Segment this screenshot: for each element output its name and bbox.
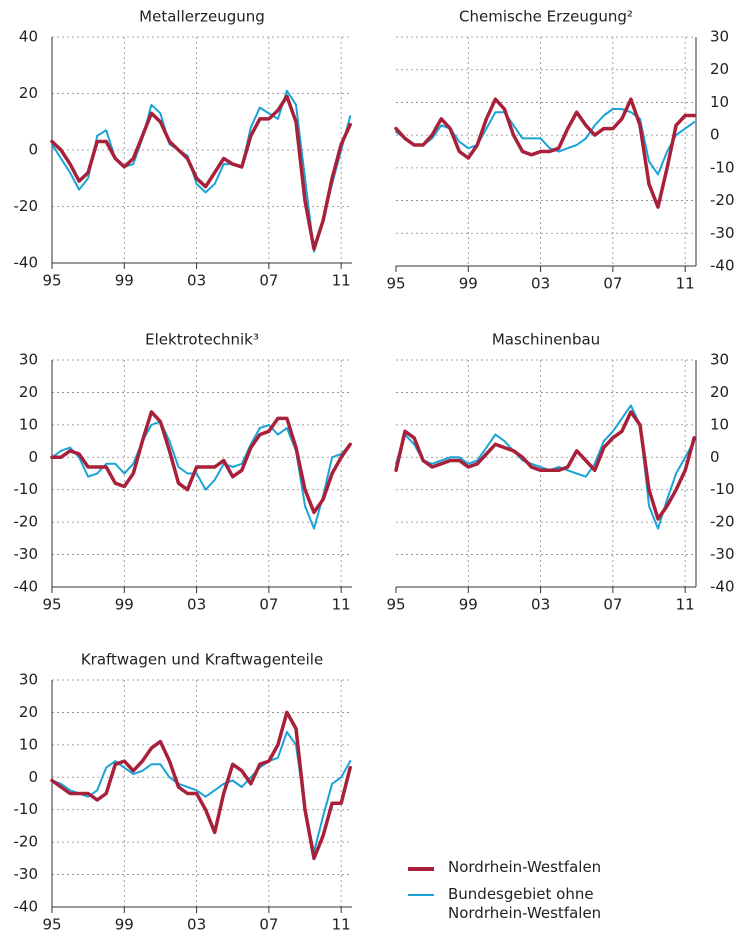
y-tick-label: -40 [14, 898, 39, 916]
chart-title: Maschinenbau [492, 331, 600, 349]
y-tick-label: -20 [14, 513, 39, 531]
x-tick-label: 03 [531, 596, 550, 614]
series-line [394, 97, 696, 209]
y-tick-label: 20 [710, 60, 729, 78]
x-tick-label: 11 [676, 596, 695, 614]
y-tick-label: 20 [19, 383, 38, 401]
y-tick-label: 0 [710, 126, 720, 144]
y-tick-label: -10 [710, 480, 735, 498]
x-tick-label: 95 [42, 596, 61, 614]
y-tick-label: 10 [710, 93, 729, 111]
y-tick-label: 0 [710, 448, 720, 466]
y-tick-label: 20 [19, 703, 38, 721]
y-tick-label: -40 [14, 578, 39, 596]
x-tick-label: 11 [676, 275, 695, 293]
series-line [50, 410, 352, 515]
legend-item: Nordrhein-Westfalen [408, 858, 708, 877]
x-tick-label: 03 [187, 916, 206, 934]
y-tick-label: -20 [710, 191, 735, 209]
series-line [394, 410, 696, 521]
legend-item: Bundesgebiet ohne Nordrhein-Westfalen [408, 885, 708, 923]
y-tick-label: 10 [19, 415, 38, 433]
y-tick-label: -30 [14, 865, 39, 883]
legend-label: Nordrhein-Westfalen [448, 858, 602, 876]
series-line [51, 730, 352, 853]
y-tick-label: -20 [14, 833, 39, 851]
series-line [50, 94, 352, 251]
series-line [395, 404, 696, 530]
y-tick-label: -10 [14, 480, 39, 498]
y-tick-label: 40 [19, 28, 38, 46]
y-tick-label: 30 [710, 351, 729, 369]
x-tick-label: 95 [42, 916, 61, 934]
x-tick-label: 11 [332, 596, 351, 614]
y-tick-label: 0 [28, 141, 38, 159]
series-line [51, 89, 352, 253]
y-tick-label: -40 [710, 578, 735, 596]
legend-swatch [408, 867, 434, 871]
x-tick-label: 03 [187, 596, 206, 614]
x-tick-label: 03 [187, 272, 206, 290]
chart-title: Chemische Erzeugung² [459, 8, 633, 26]
y-tick-label: -10 [710, 158, 735, 176]
y-tick-label: -40 [710, 257, 735, 275]
x-tick-label: 99 [115, 272, 134, 290]
y-tick-label: -40 [14, 254, 39, 272]
y-tick-label: -20 [14, 197, 39, 215]
y-tick-label: 10 [19, 735, 38, 753]
x-tick-label: 07 [259, 596, 278, 614]
y-tick-label: 0 [28, 768, 38, 786]
x-tick-label: 99 [115, 916, 134, 934]
x-tick-label: 99 [459, 596, 478, 614]
chart-title: Elektrotechnik³ [145, 331, 259, 349]
x-tick-label: 11 [332, 916, 351, 934]
x-tick-label: 03 [531, 275, 550, 293]
y-tick-label: 0 [28, 448, 38, 466]
y-tick-label: 30 [19, 351, 38, 369]
x-tick-label: 07 [603, 275, 622, 293]
x-tick-label: 99 [115, 596, 134, 614]
y-tick-label: 30 [710, 28, 729, 46]
legend-swatch [408, 894, 434, 896]
y-tick-label: -30 [14, 545, 39, 563]
y-tick-label: -20 [710, 513, 735, 531]
x-tick-label: 95 [386, 596, 405, 614]
chart-title: Metallerzeugung [139, 8, 265, 26]
x-tick-label: 95 [386, 275, 405, 293]
legend: Nordrhein-Westfalen Bundesgebiet ohne No… [408, 858, 708, 931]
series-line [50, 710, 352, 861]
y-tick-label: 10 [710, 415, 729, 433]
y-tick-label: -30 [710, 224, 735, 242]
x-tick-label: 11 [332, 272, 351, 290]
y-tick-label: 20 [710, 383, 729, 401]
y-tick-label: 20 [19, 84, 38, 102]
chart-title: Kraftwagen und Kraftwagenteile [81, 651, 323, 669]
x-tick-label: 99 [459, 275, 478, 293]
y-tick-label: -10 [14, 800, 39, 818]
legend-label: Bundesgebiet ohne Nordrhein-Westfalen [448, 885, 602, 922]
x-tick-label: 07 [603, 596, 622, 614]
y-tick-label: -30 [710, 545, 735, 563]
x-tick-label: 95 [42, 272, 61, 290]
x-tick-label: 07 [259, 272, 278, 290]
series-line [51, 420, 352, 530]
x-tick-label: 07 [259, 916, 278, 934]
y-tick-label: 30 [19, 671, 38, 689]
series-line [395, 108, 696, 176]
